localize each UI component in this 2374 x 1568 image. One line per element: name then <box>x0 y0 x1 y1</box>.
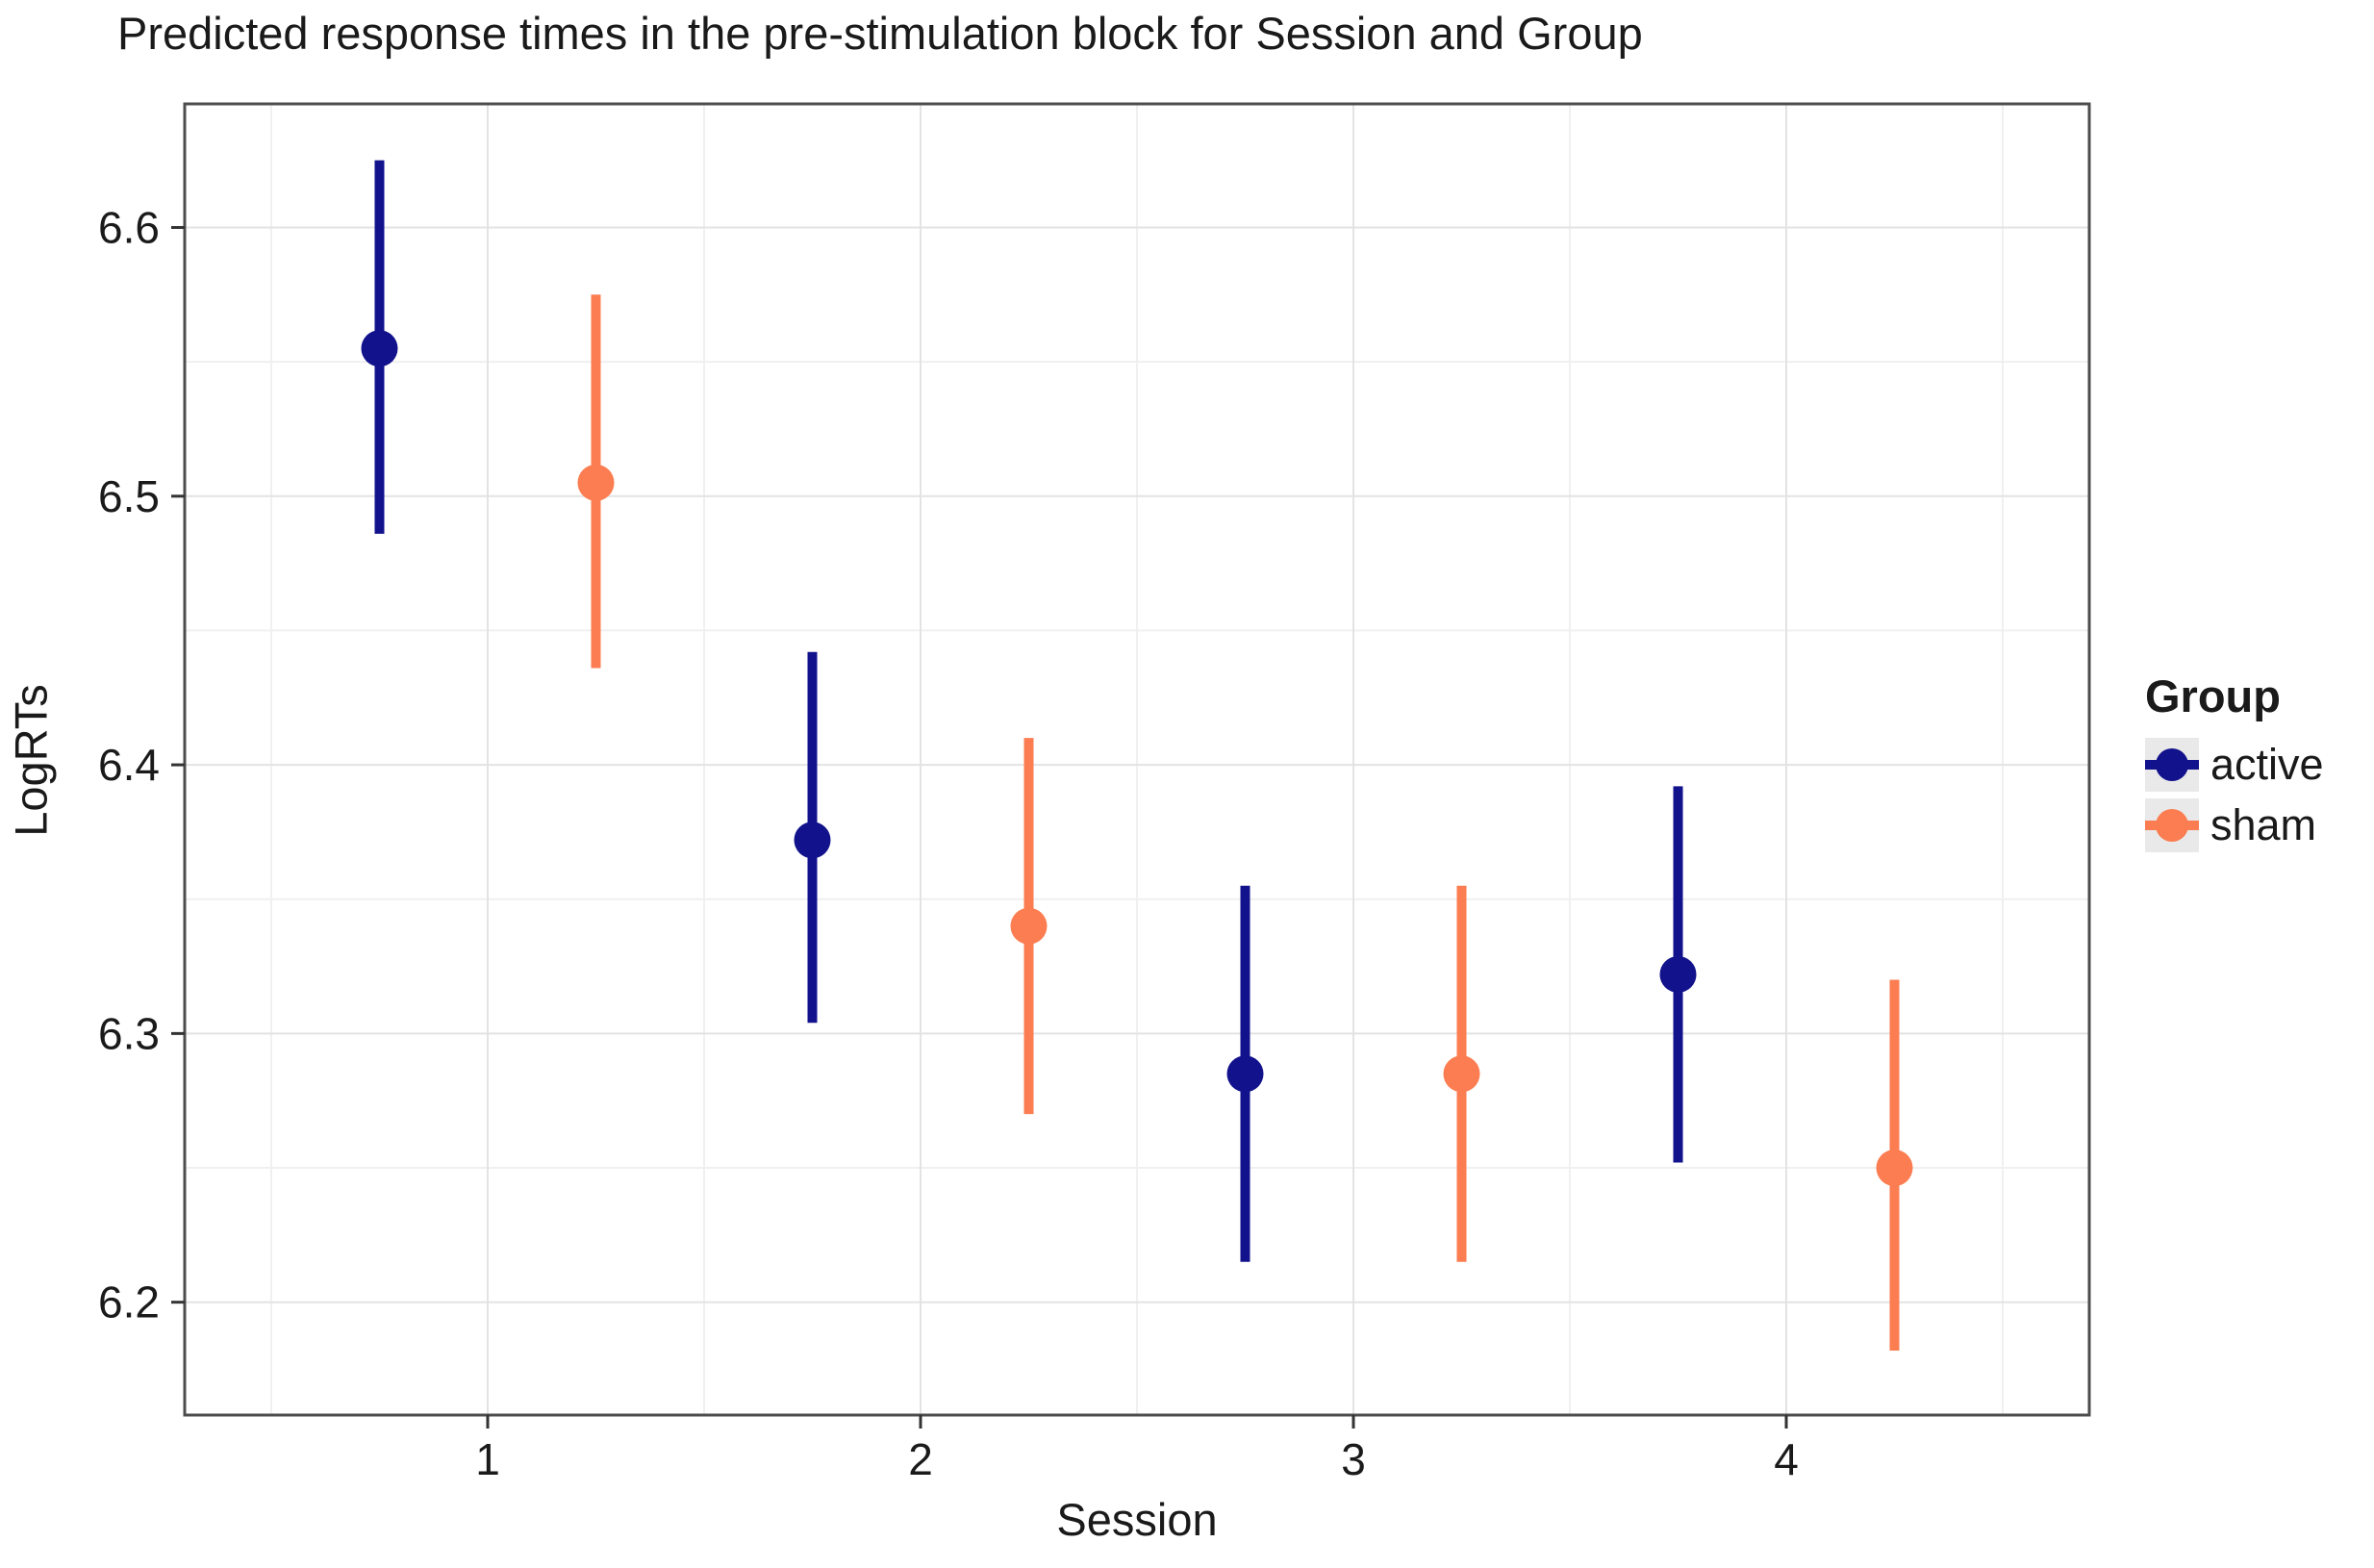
x-axis-title: Session <box>1056 1494 1218 1545</box>
x-tick-label: 3 <box>1341 1434 1366 1484</box>
legend: Group active sham <box>2128 670 2374 859</box>
point-active-session2 <box>794 822 831 859</box>
y-axis-title: LogRTs <box>5 684 57 837</box>
panel-border <box>183 102 2091 1417</box>
y-tick-label: 6.4 <box>98 740 160 790</box>
point-sham-session3 <box>1443 1055 1480 1093</box>
x-tick-label: 2 <box>908 1434 933 1484</box>
y-tick-label: 6.3 <box>98 1008 160 1058</box>
y-tick-label: 6.2 <box>98 1277 160 1328</box>
x-tick-label: 4 <box>1774 1434 1799 1484</box>
legend-item-active: active <box>2145 738 2374 792</box>
legend-item-sham: sham <box>2145 798 2374 852</box>
legend-title: Group <box>2145 670 2281 721</box>
legend-key-active-icon <box>2145 738 2199 792</box>
chart-title: Predicted response times in the pre-stim… <box>117 8 1643 59</box>
legend-key-dot <box>2156 809 2188 842</box>
point-active-session4 <box>1659 955 1697 993</box>
y-tick-label: 6.6 <box>98 202 160 252</box>
point-active-session3 <box>1226 1055 1264 1093</box>
point-sham-session4 <box>1876 1150 1913 1187</box>
point-sham-session1 <box>577 464 615 501</box>
legend-key-sham-icon <box>2145 798 2199 852</box>
x-tick-label: 1 <box>475 1434 500 1484</box>
legend-label-active: active <box>2210 740 2324 789</box>
legend-key-dot <box>2156 748 2188 781</box>
legend-label-sham: sham <box>2210 800 2317 849</box>
point-sham-session2 <box>1010 907 1048 945</box>
point-active-session1 <box>361 330 398 367</box>
y-tick-label: 6.5 <box>98 471 160 521</box>
